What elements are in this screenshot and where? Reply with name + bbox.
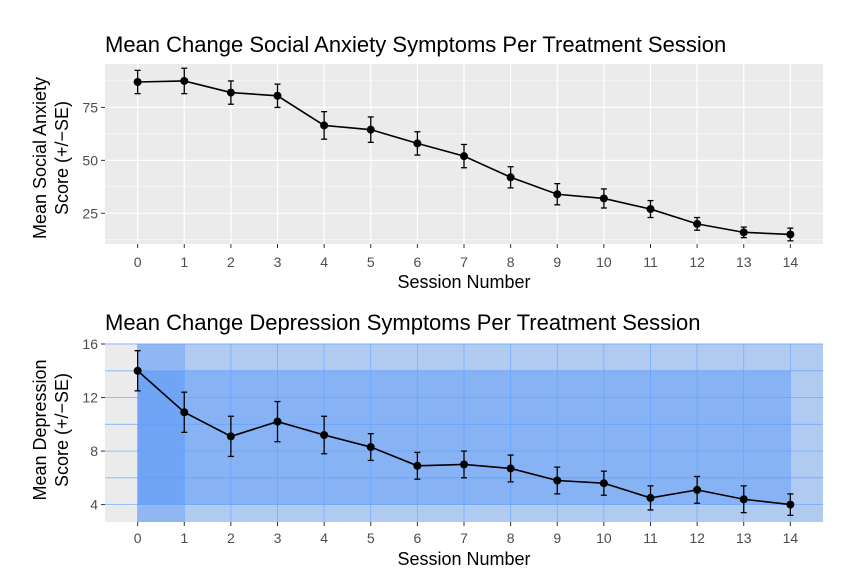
data-point [693, 219, 702, 228]
x-tick-label: 11 [643, 530, 658, 546]
x-tick-label: 10 [596, 254, 612, 270]
y-tick-label: 16 [82, 336, 98, 352]
data-point [320, 431, 329, 440]
data-point [786, 230, 795, 239]
x-tick-label: 0 [134, 530, 142, 546]
data-point [180, 408, 189, 417]
x-tick-label: 0 [134, 254, 142, 270]
data-point [366, 443, 375, 452]
y-tick-label: 4 [90, 497, 98, 513]
data-point [646, 205, 655, 214]
data-point [460, 152, 468, 161]
x-tick-label: 9 [553, 254, 561, 270]
data-point [646, 493, 655, 502]
data-point [320, 121, 329, 130]
y-axis-title: Mean Social Anxiety [30, 77, 50, 239]
y-axis-title: Score (+/−SE) [52, 373, 72, 487]
data-point [553, 476, 562, 485]
data-point [133, 78, 142, 86]
chart-title: Mean Change Social Anxiety Symptoms Per … [105, 32, 726, 57]
y-tick-label: 50 [82, 152, 98, 168]
data-point [180, 76, 189, 85]
x-tick-label: 8 [507, 254, 515, 270]
data-point [553, 190, 562, 199]
x-tick-label: 2 [227, 530, 235, 546]
data-point [413, 139, 422, 148]
data-point [226, 88, 235, 97]
data-point [739, 228, 748, 237]
data-point [506, 173, 515, 182]
x-tick-label: 14 [783, 254, 799, 270]
data-point [599, 194, 608, 203]
selection-column [137, 344, 185, 522]
data-point [133, 366, 142, 375]
x-tick-label: 5 [367, 254, 375, 270]
x-tick-label: 4 [320, 530, 328, 546]
x-tick-label: 7 [460, 254, 468, 270]
x-tick-label: 12 [689, 530, 705, 546]
y-tick-label: 12 [82, 390, 98, 406]
x-tick-label: 6 [413, 254, 421, 270]
x-tick-label: 14 [783, 530, 799, 546]
y-axis-title: Score (+/−SE) [52, 101, 72, 215]
data-point [273, 417, 282, 426]
data-point [226, 432, 235, 441]
x-tick-label: 3 [274, 530, 282, 546]
x-tick-label: 1 [180, 530, 188, 546]
x-tick-label: 13 [736, 530, 752, 546]
x-tick-label: 1 [180, 254, 188, 270]
x-tick-label: 7 [460, 530, 468, 546]
x-axis-title: Session Number [397, 549, 530, 569]
x-tick-label: 8 [507, 530, 515, 546]
data-point [599, 479, 608, 488]
chart-title: Mean Change Depression Symptoms Per Trea… [105, 310, 701, 335]
x-tick-label: 13 [736, 254, 752, 270]
x-tick-label: 2 [227, 254, 235, 270]
data-point [506, 464, 515, 473]
data-point [366, 125, 375, 134]
y-tick-label: 8 [90, 443, 98, 459]
x-tick-label: 3 [274, 254, 282, 270]
data-point [693, 485, 702, 494]
x-tick-label: 6 [413, 530, 421, 546]
data-point [413, 461, 422, 470]
x-tick-label: 5 [367, 530, 375, 546]
data-point [273, 91, 282, 100]
x-tick-label: 9 [553, 530, 561, 546]
y-tick-label: 75 [82, 99, 98, 115]
x-tick-label: 4 [320, 254, 328, 270]
x-axis-title: Session Number [397, 272, 530, 292]
data-point [739, 495, 748, 504]
x-tick-label: 12 [689, 254, 705, 270]
data-point [786, 500, 795, 509]
x-tick-label: 11 [643, 254, 658, 270]
y-axis-title: Mean Depression [30, 359, 50, 500]
x-tick-label: 10 [596, 530, 612, 546]
y-tick-label: 25 [82, 205, 98, 221]
data-point [460, 460, 468, 469]
